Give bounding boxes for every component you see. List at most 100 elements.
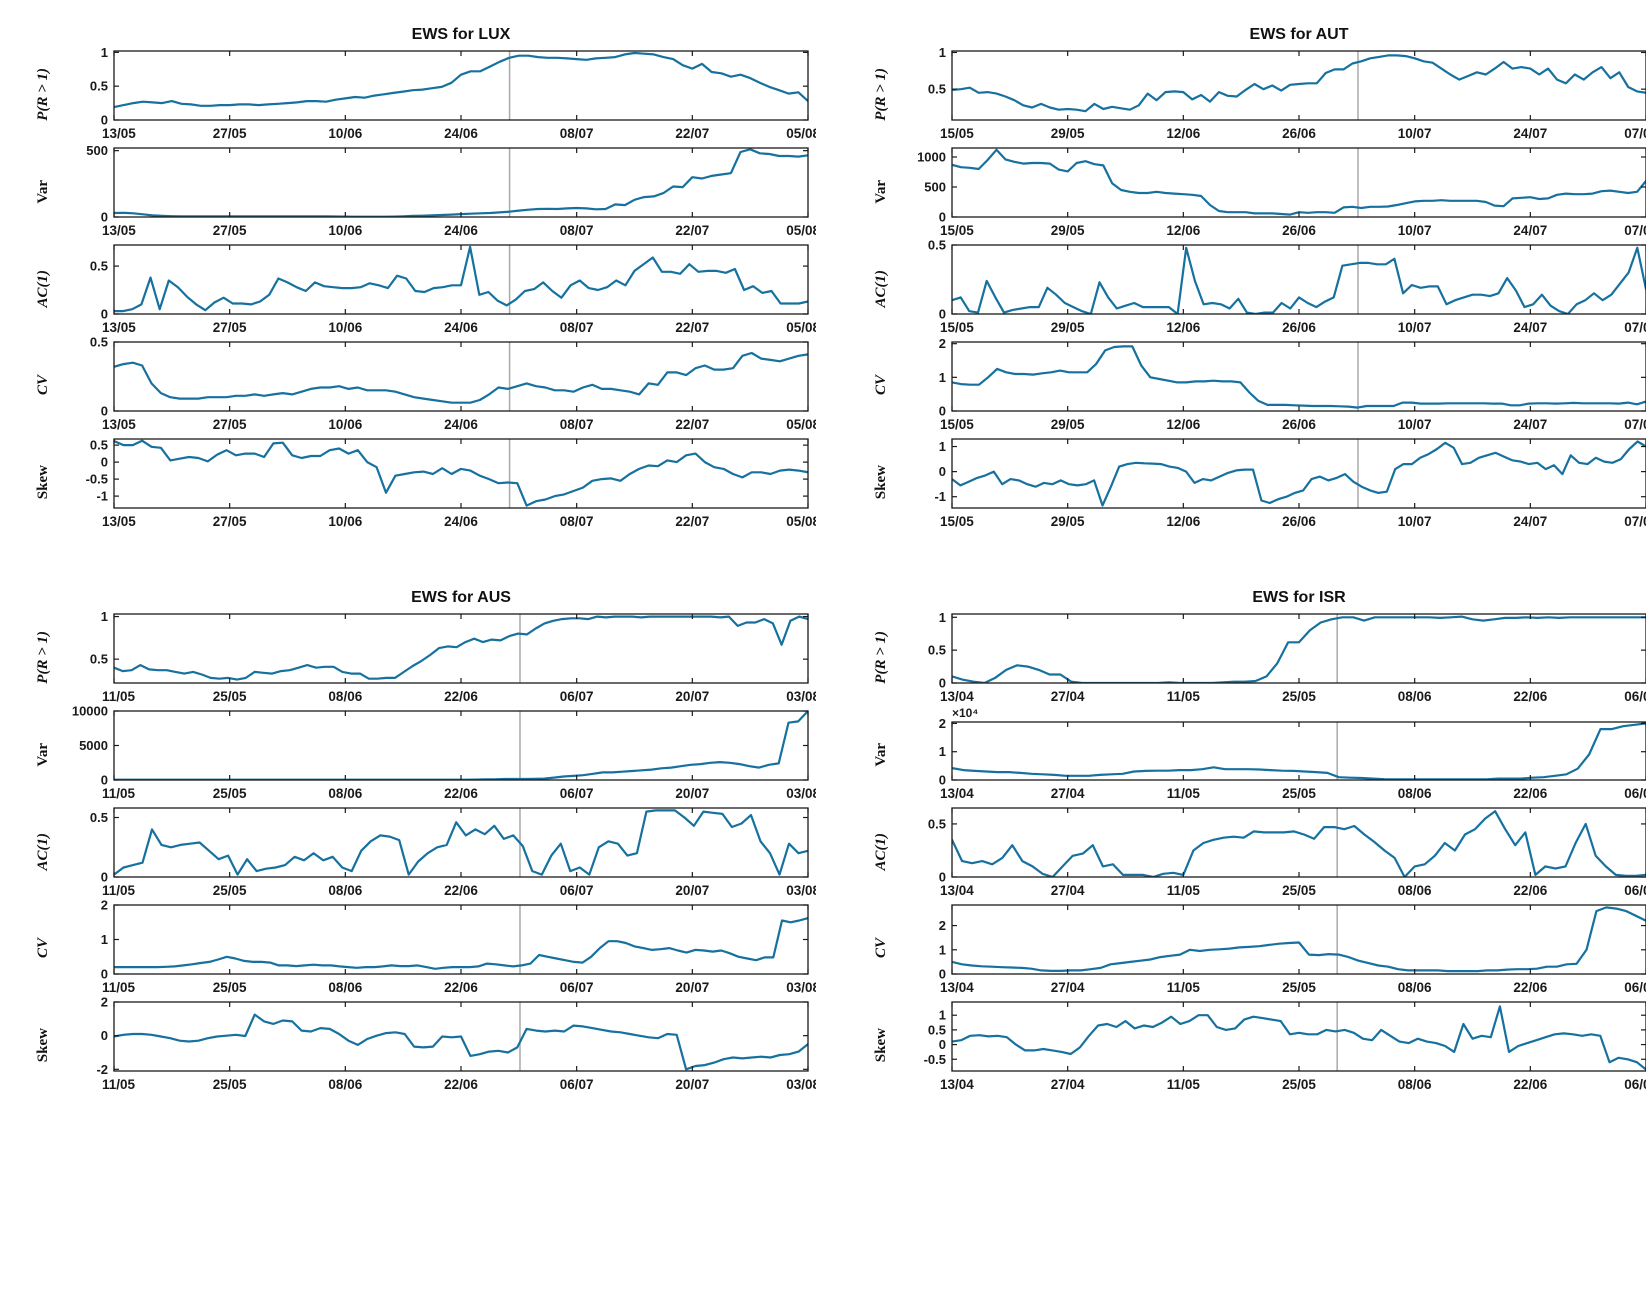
x-tick-label: 13/05 (102, 417, 136, 432)
y-tick-label: 2 (939, 918, 946, 933)
x-tick-label: 26/06 (1282, 126, 1316, 141)
subplot-canvas: 15/05 29/05 12/06 26/06 10/07 24/07 07/08 0 500 1… (917, 147, 1646, 238)
y-tick-label: 1 (939, 370, 946, 385)
y-axis-label: P(R > 1) (30, 609, 56, 706)
x-tick-label: 27/05 (213, 514, 247, 529)
y-tick-label: 0 (939, 676, 946, 691)
y-axis-label: AC(1) (868, 240, 894, 337)
x-tick-label: 03/08 (786, 883, 816, 898)
x-tick-label: 08/06 (1398, 883, 1432, 898)
x-tick-label: 12/06 (1166, 126, 1200, 141)
x-tick-label: 24/07 (1513, 417, 1547, 432)
y-axis-label-text: CV (872, 375, 889, 396)
x-tick-label: 11/05 (102, 786, 136, 801)
y-tick-label: -2 (96, 1062, 108, 1077)
x-tick-label: 27/05 (213, 320, 247, 335)
y-tick-label: 0 (939, 404, 946, 419)
x-tick-label: 22/06 (1513, 689, 1547, 704)
x-tick-label: 26/06 (1282, 223, 1316, 238)
x-tick-label: 06/07 (1624, 1077, 1646, 1092)
series-line (114, 615, 808, 681)
y-tick-label: -0.5 (86, 472, 108, 487)
y-axis-label-text: Var (34, 742, 51, 767)
y-tick-label: 1 (939, 1008, 946, 1023)
y-axis-label-text: CV (872, 938, 889, 959)
x-tick-label: 07/08 (1624, 126, 1646, 141)
x-tick-label: 06/07 (560, 689, 594, 704)
x-tick-label: 26/06 (1282, 320, 1316, 335)
x-tick-label: 03/08 (786, 1077, 816, 1092)
panel-isr: EWS for ISR P(R > 1) 13/04 27/04 11/05 25/05… (868, 589, 1646, 1094)
panel-aut: EWS for AUT P(R > 1) 15/05 29/05 12/06 26/06… (868, 26, 1646, 531)
x-tick-label: 25/05 (213, 786, 247, 801)
y-axis-label-text: AC(1) (34, 832, 51, 871)
y-tick-label: 0 (939, 870, 946, 885)
x-tick-label: 12/06 (1166, 223, 1200, 238)
y-tick-label: 0 (101, 967, 108, 982)
x-tick-label: 07/08 (1624, 514, 1646, 529)
y-tick-label: -1 (934, 489, 946, 504)
x-tick-label: 29/05 (1051, 126, 1085, 141)
y-tick-label: 0 (939, 1037, 946, 1052)
x-tick-label: 06/07 (560, 883, 594, 898)
axes-box (113, 710, 809, 781)
x-tick-label: 22/07 (675, 320, 709, 335)
subplot-lux-2: AC(1) 13/05 27/05 10/06 24/06 08/07 22/07 05/08… (30, 240, 820, 337)
subplot-canvas: 13/05 27/05 10/06 24/06 08/07 22/07 05/08 0 0.5 1 (90, 46, 816, 141)
y-axis-label: Skew (30, 434, 56, 531)
x-tick-label: 08/07 (560, 126, 594, 141)
y-axis-label-text: P(R > 1) (34, 68, 51, 121)
subplot-canvas: 11/05 25/05 08/06 22/06 06/07 20/07 03/08 0 5000… (72, 706, 816, 801)
x-tick-label: 11/05 (102, 883, 136, 898)
y-tick-label: 1000 (917, 150, 946, 165)
y-axis-label: Var (868, 706, 894, 803)
axes-box (113, 244, 809, 315)
subplot-aus-1: Var 11/05 25/05 08/06 22/06 06/07 20/07 03/08 0 5… (30, 706, 820, 803)
subplot-canvas: 15/05 29/05 12/06 26/06 10/07 24/07 07/08 0.5 1 (928, 46, 1646, 141)
y-tick-label: 1 (939, 610, 946, 625)
axes-box (113, 341, 809, 412)
subplot-canvas: 13/04 27/04 11/05 25/05 08/06 22/06 06/07 0 1 2 (939, 904, 1646, 995)
y-tick-label: 1 (939, 46, 946, 60)
y-tick-label: 500 (86, 143, 108, 158)
x-tick-label: 24/06 (444, 417, 478, 432)
x-tick-label: 22/06 (1513, 1077, 1547, 1092)
x-tick-label: 11/05 (102, 1077, 136, 1092)
series-line (952, 246, 1646, 314)
series-line (114, 711, 808, 780)
y-tick-label: 1 (101, 609, 108, 624)
x-tick-label: 22/06 (1513, 786, 1547, 801)
y-axis-label-text: Var (872, 179, 889, 204)
series-line (952, 810, 1646, 877)
x-tick-label: 27/04 (1051, 883, 1085, 898)
y-axis-label: Skew (868, 434, 894, 531)
x-tick-label: 08/06 (1398, 1077, 1432, 1092)
x-tick-label: 05/08 (786, 417, 816, 432)
x-tick-label: 29/05 (1051, 514, 1085, 529)
x-tick-label: 05/08 (786, 514, 816, 529)
x-tick-label: 22/06 (1513, 883, 1547, 898)
axes-box (951, 807, 1646, 878)
x-tick-label: 10/07 (1398, 514, 1432, 529)
x-tick-label: 20/07 (675, 883, 709, 898)
subplot-canvas: 13/05 27/05 10/06 24/06 08/07 22/07 05/08 0 500 (86, 143, 816, 238)
x-tick-label: 13/05 (102, 320, 136, 335)
x-tick-label: 25/05 (1282, 786, 1316, 801)
x-tick-label: 13/04 (940, 1077, 974, 1092)
y-tick-label: 0 (939, 464, 946, 479)
panel-title-isr: EWS for ISR (1252, 589, 1346, 606)
x-tick-label: 08/06 (1398, 786, 1432, 801)
x-tick-label: 15/05 (940, 320, 974, 335)
subplot-canvas: ×10⁴ 13/04 27/04 11/05 25/05 08/06 22/06 06/07 0… (939, 706, 1646, 801)
x-tick-label: 08/07 (560, 320, 594, 335)
x-tick-label: 20/07 (675, 1077, 709, 1092)
y-tick-label: 0 (939, 307, 946, 322)
y-axis-label-text: AC(1) (34, 269, 51, 308)
x-tick-label: 29/05 (1051, 417, 1085, 432)
x-tick-label: 24/07 (1513, 126, 1547, 141)
x-tick-label: 24/07 (1513, 223, 1547, 238)
series-line (952, 906, 1646, 973)
x-tick-label: 25/05 (213, 980, 247, 995)
subplot-canvas: 13/0427/0411/0525/0508/0622/0606/07-0.50… (924, 1001, 1646, 1092)
y-axis-label: P(R > 1) (868, 46, 894, 143)
